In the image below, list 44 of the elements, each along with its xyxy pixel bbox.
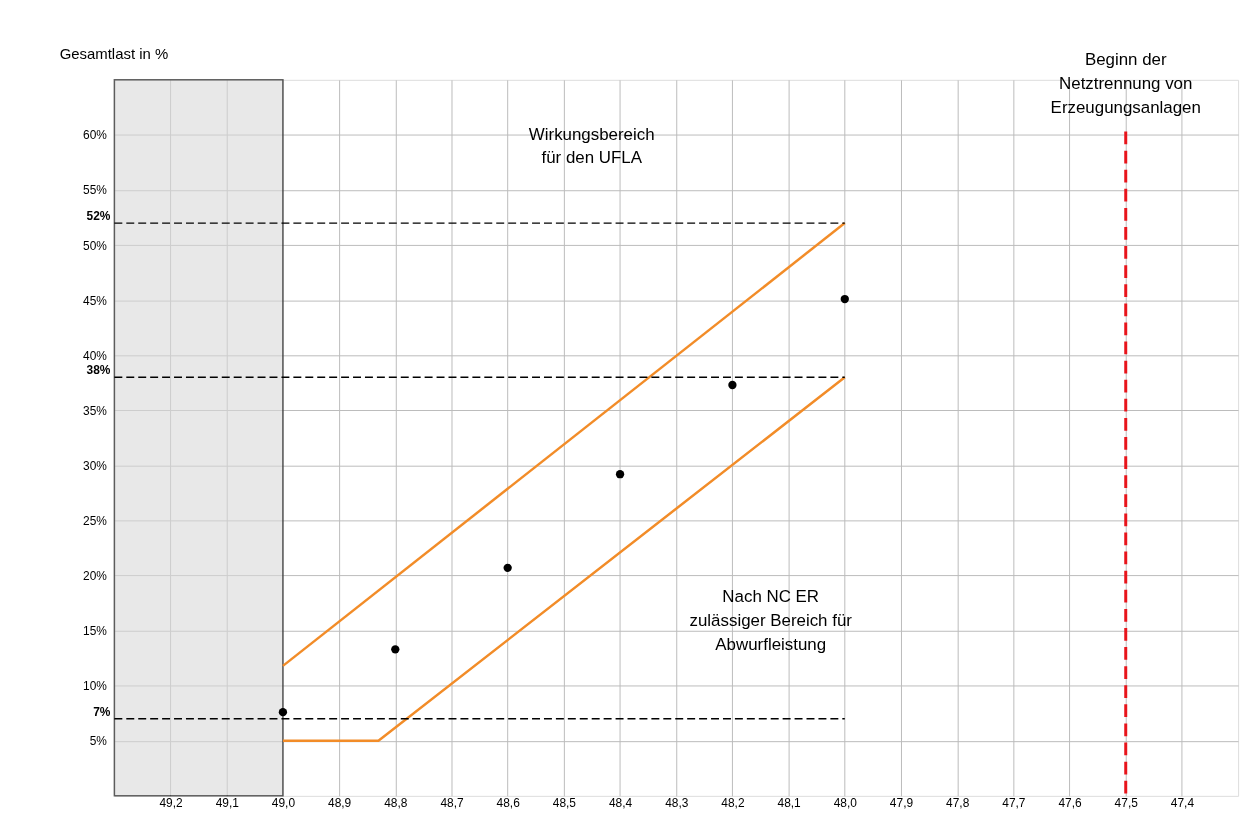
y-axis-title: Gesamtlast in % bbox=[59, 45, 169, 62]
annotation: Nach NC ER zulässiger Bereich für Abwurfleistung bbox=[689, 586, 853, 654]
y-tick-label: 55% bbox=[83, 183, 108, 198]
point bbox=[391, 645, 400, 654]
x-tick-label: 48,4 bbox=[608, 796, 633, 811]
y-tick-label: 45% bbox=[83, 293, 108, 308]
x-tick-label: 48,6 bbox=[496, 796, 521, 811]
x-tick-label: 48,9 bbox=[328, 796, 352, 811]
point bbox=[840, 294, 849, 304]
point bbox=[615, 470, 625, 479]
ref-line-label: Beginn der Netztrennung von Erzeugungsanlagen bbox=[1050, 49, 1201, 117]
x-tick-label: 47,8 bbox=[946, 796, 970, 811]
ref-line-label: 38% bbox=[86, 363, 111, 378]
ref-line-label: 52% bbox=[86, 209, 111, 224]
y-tick-label: 30% bbox=[83, 458, 108, 473]
y-tick-label: 5% bbox=[89, 734, 108, 749]
y-tick-label: 50% bbox=[83, 238, 108, 253]
y-tick-label: 40% bbox=[83, 348, 108, 363]
y-tick-label: 60% bbox=[83, 128, 108, 143]
x-tick-label: 47,6 bbox=[1058, 796, 1083, 811]
y-tick-label: 20% bbox=[83, 569, 108, 584]
x-tick-label: 48,7 bbox=[440, 796, 464, 811]
x-tick-label: 48,0 bbox=[833, 796, 858, 811]
x-tick-label: 49,0 bbox=[271, 796, 296, 811]
x-tick-label: 48,3 bbox=[665, 796, 689, 811]
x-tick-label: 47,9 bbox=[889, 796, 914, 811]
x-tick-label: 47,7 bbox=[1002, 796, 1026, 811]
y-tick-label: 15% bbox=[83, 624, 108, 639]
x-tick-label: 48,5 bbox=[552, 796, 577, 811]
x-tick-label: 49,1 bbox=[215, 796, 240, 811]
y-tick-label: 25% bbox=[83, 513, 108, 528]
y-tick-label: 35% bbox=[83, 403, 108, 418]
x-tick-label: 48,8 bbox=[384, 796, 408, 811]
x-tick-label: 47,5 bbox=[1114, 796, 1139, 811]
ref-line-label: 7% bbox=[93, 704, 111, 719]
x-tick-label: 47,4 bbox=[1170, 796, 1195, 811]
point bbox=[503, 563, 512, 572]
point bbox=[278, 707, 288, 717]
annotation: Wirkungsbereich für den UFLA bbox=[528, 124, 655, 168]
y-tick-label: 10% bbox=[83, 679, 108, 694]
point bbox=[728, 380, 737, 390]
x-tick-label: 48,2 bbox=[721, 796, 745, 811]
x-tick-label: 49,2 bbox=[159, 796, 184, 811]
x-tick-label: 48,1 bbox=[777, 796, 802, 811]
